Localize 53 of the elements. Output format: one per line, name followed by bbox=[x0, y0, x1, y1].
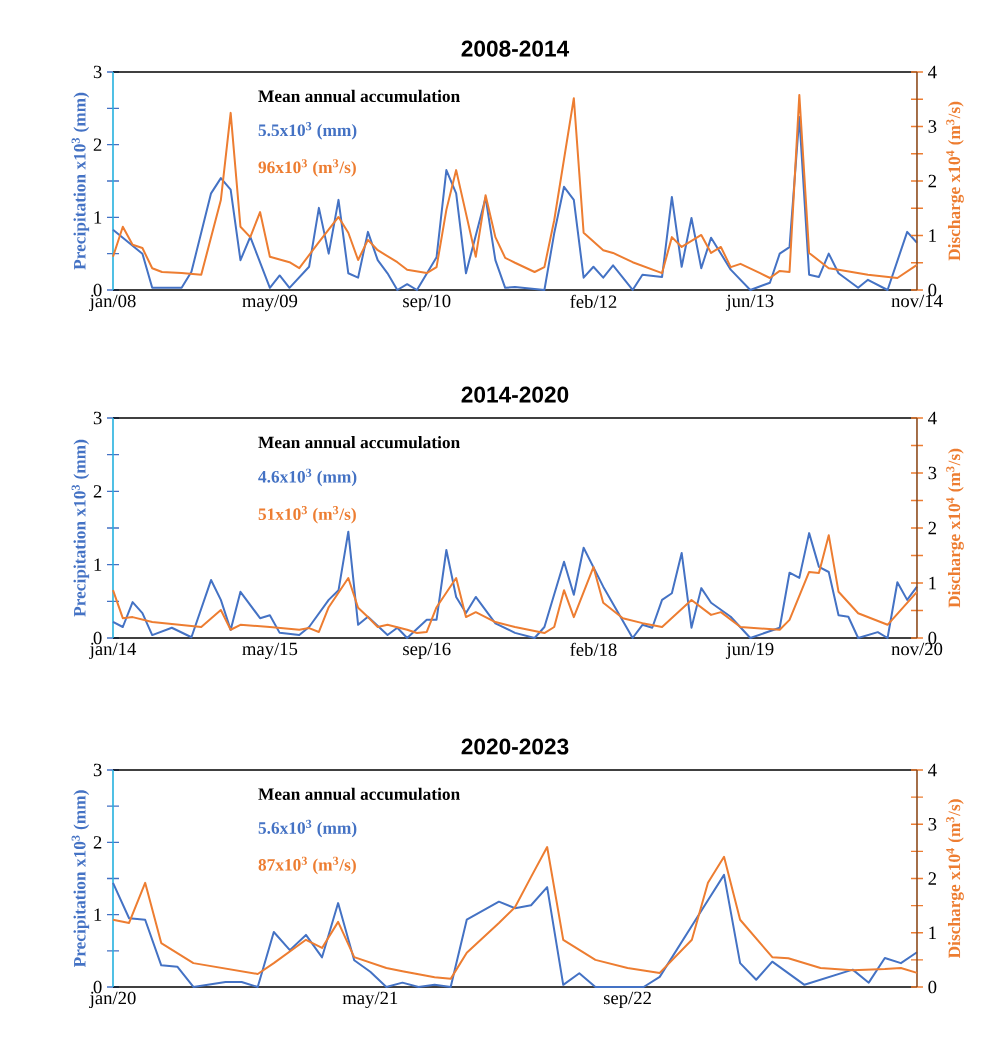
y2-tick-label: 4 bbox=[928, 411, 937, 425]
y2-tick-label: 1 bbox=[929, 229, 936, 242]
y2-tick-label: 2 bbox=[928, 872, 937, 885]
chart-title: 2008-2014 bbox=[461, 40, 570, 57]
y2-tick-label: 2 bbox=[928, 521, 936, 535]
y-tick-label: 1 bbox=[94, 558, 102, 571]
y2-tick-label: 4 bbox=[928, 763, 937, 777]
annotation: 4.6x10$^{3}$ (mm) bbox=[258, 468, 357, 487]
line-series bbox=[112, 846, 918, 980]
y-tick-label: 3 bbox=[93, 411, 102, 425]
y-tick-label: 1 bbox=[94, 211, 102, 224]
line-series bbox=[112, 116, 918, 291]
y2-tick-label: 1 bbox=[929, 576, 936, 590]
y2-tick-label: 3 bbox=[928, 466, 937, 480]
y2-tick-label: 4 bbox=[928, 65, 937, 79]
annotation: 51x10$^{3}$ (m$^{3}$/s) bbox=[258, 506, 356, 524]
y-tick-label: 2 bbox=[93, 836, 102, 849]
y2-tick-label: 2 bbox=[928, 174, 936, 188]
annotation: Mean annual accumulation bbox=[258, 436, 460, 449]
x-tick-label: feb/18 bbox=[570, 642, 617, 657]
y2-tick-label: 1 bbox=[929, 926, 936, 939]
x-tick-label: may/09 bbox=[242, 294, 298, 312]
y2-axis-title: Discharge x10$^{4}$ (m$^{3}$/s) bbox=[946, 101, 964, 261]
x-tick-label: jun/19 bbox=[725, 642, 774, 660]
annotation: 5.6x10$^{3}$ (mm) bbox=[258, 819, 357, 838]
y2-tick-label: 3 bbox=[928, 120, 937, 133]
y-tick-label: 2 bbox=[93, 485, 102, 498]
x-tick-label: sep/10 bbox=[403, 294, 451, 312]
y2-axis-title: Discharge x10$^{4}$ (m$^{3}$/s) bbox=[946, 448, 964, 608]
y-tick-label: 3 bbox=[93, 763, 102, 777]
annotation: 87x10$^{3}$ (m$^{3}$/s) bbox=[258, 856, 356, 875]
x-tick-label: sep/22 bbox=[603, 991, 651, 1009]
y-tick-label: 3 bbox=[93, 65, 102, 79]
annotation: 5.5x10$^{3}$ (mm) bbox=[258, 122, 357, 140]
chart-title: 2020-2023 bbox=[461, 738, 569, 755]
annotation: Mean annual accumulation bbox=[258, 787, 460, 800]
x-tick-label: jun/13 bbox=[725, 294, 774, 312]
y-axis-title: Precipitation x10$^{3}$ (mm) bbox=[71, 92, 90, 270]
x-tick-label: may/15 bbox=[242, 642, 298, 660]
x-tick-label: may/21 bbox=[342, 991, 398, 1009]
y2-tick-label: 0 bbox=[928, 980, 937, 994]
y2-tick-label: 3 bbox=[928, 817, 937, 831]
x-tick-label: feb/12 bbox=[570, 294, 617, 309]
y-axis-title: Precipitation x10$^{3}$ (mm) bbox=[71, 790, 90, 968]
y-tick-label: 2 bbox=[93, 138, 102, 151]
y-tick-label: 1 bbox=[94, 908, 102, 921]
y-axis-title: Precipitation x10$^{3}$ (mm) bbox=[71, 439, 90, 617]
annotation: 96x10$^{3}$ (m$^{3}$/s) bbox=[258, 159, 356, 177]
chart-title: 2014-2020 bbox=[461, 386, 569, 403]
line-series bbox=[112, 873, 918, 988]
x-tick-label: sep/16 bbox=[403, 642, 451, 660]
annotation: Mean annual accumulation bbox=[258, 89, 460, 103]
y2-axis-title: Discharge x10$^{4}$ (m$^{3}$/s) bbox=[946, 799, 964, 959]
